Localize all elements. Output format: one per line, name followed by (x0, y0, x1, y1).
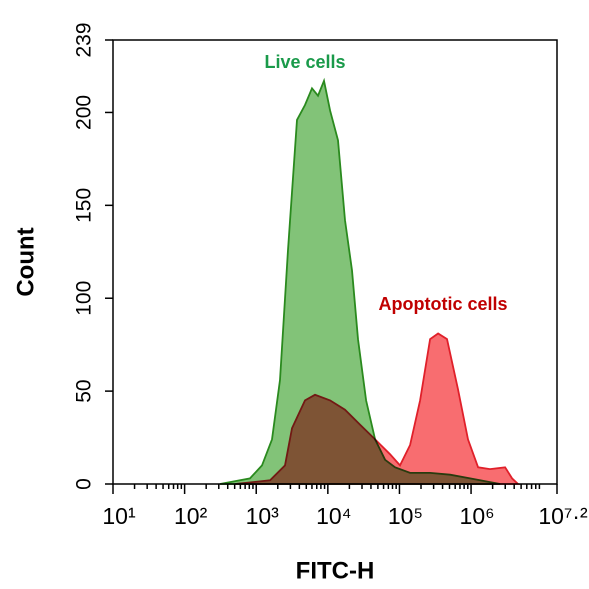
x-tick-label: 10⁶ (460, 503, 495, 529)
area (234, 332, 521, 485)
x-tick-label: 10⁴ (316, 503, 351, 529)
y-tick-label: 150 (73, 188, 96, 223)
y-tick-label: 0 (73, 478, 96, 490)
series-label: Live cells (264, 52, 345, 72)
x-axis-label: FITC-H (296, 557, 375, 584)
x-tick-label: 10² (174, 503, 208, 529)
plot-frame (112, 39, 558, 485)
y-tick-label: 50 (73, 379, 96, 402)
x-tick-label: 10⁷·² (538, 503, 588, 529)
series-label: Apoptotic cells (378, 294, 507, 314)
y-tick-label: 100 (73, 281, 96, 316)
x-tick-label: 10⁵ (388, 503, 423, 529)
x-tick-label: 10¹ (102, 503, 136, 529)
x-tick-label: 10³ (246, 503, 280, 529)
y-tick-label: 200 (73, 95, 96, 130)
y-tick-label: 239 (73, 22, 96, 57)
y-axis-label: Count (12, 227, 39, 296)
